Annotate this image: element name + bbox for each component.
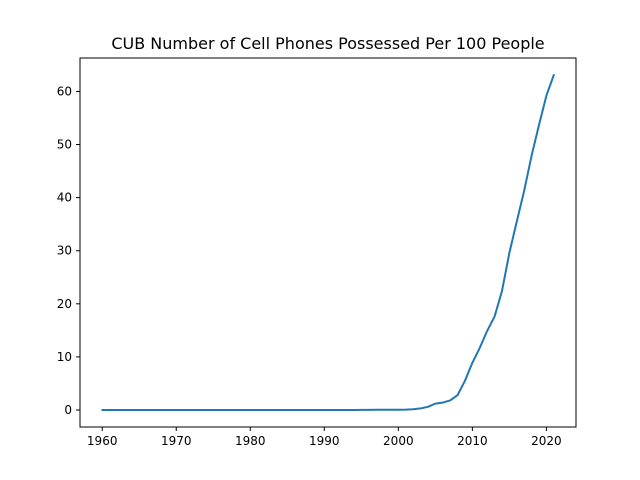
x-tick-label: 1990 bbox=[309, 434, 340, 448]
x-tick-label: 1960 bbox=[87, 434, 118, 448]
y-tick-label: 40 bbox=[57, 191, 72, 205]
plot-area: 1960 1970 1980 1990 2000 2010 2020 0 10 20 30 40 50 6… bbox=[57, 57, 577, 448]
series-line bbox=[101, 73, 555, 412]
y-tick-label: 60 bbox=[57, 84, 72, 98]
x-tick-label: 2020 bbox=[531, 434, 562, 448]
y-tick-label: 20 bbox=[57, 297, 72, 311]
y-tick-label: 0 bbox=[64, 403, 72, 417]
y-tick-label: 50 bbox=[57, 138, 72, 152]
chart-title: CUB Number of Cell Phones Possessed Per … bbox=[111, 34, 544, 53]
x-tick-label: 2000 bbox=[383, 434, 414, 448]
plot-frame bbox=[79, 57, 577, 428]
y-tick-label: 30 bbox=[57, 244, 72, 258]
x-tick-label: 1970 bbox=[161, 434, 192, 448]
x-tick-label: 2010 bbox=[457, 434, 488, 448]
x-tick-label: 1980 bbox=[235, 434, 266, 448]
y-tick-label: 10 bbox=[57, 350, 72, 364]
